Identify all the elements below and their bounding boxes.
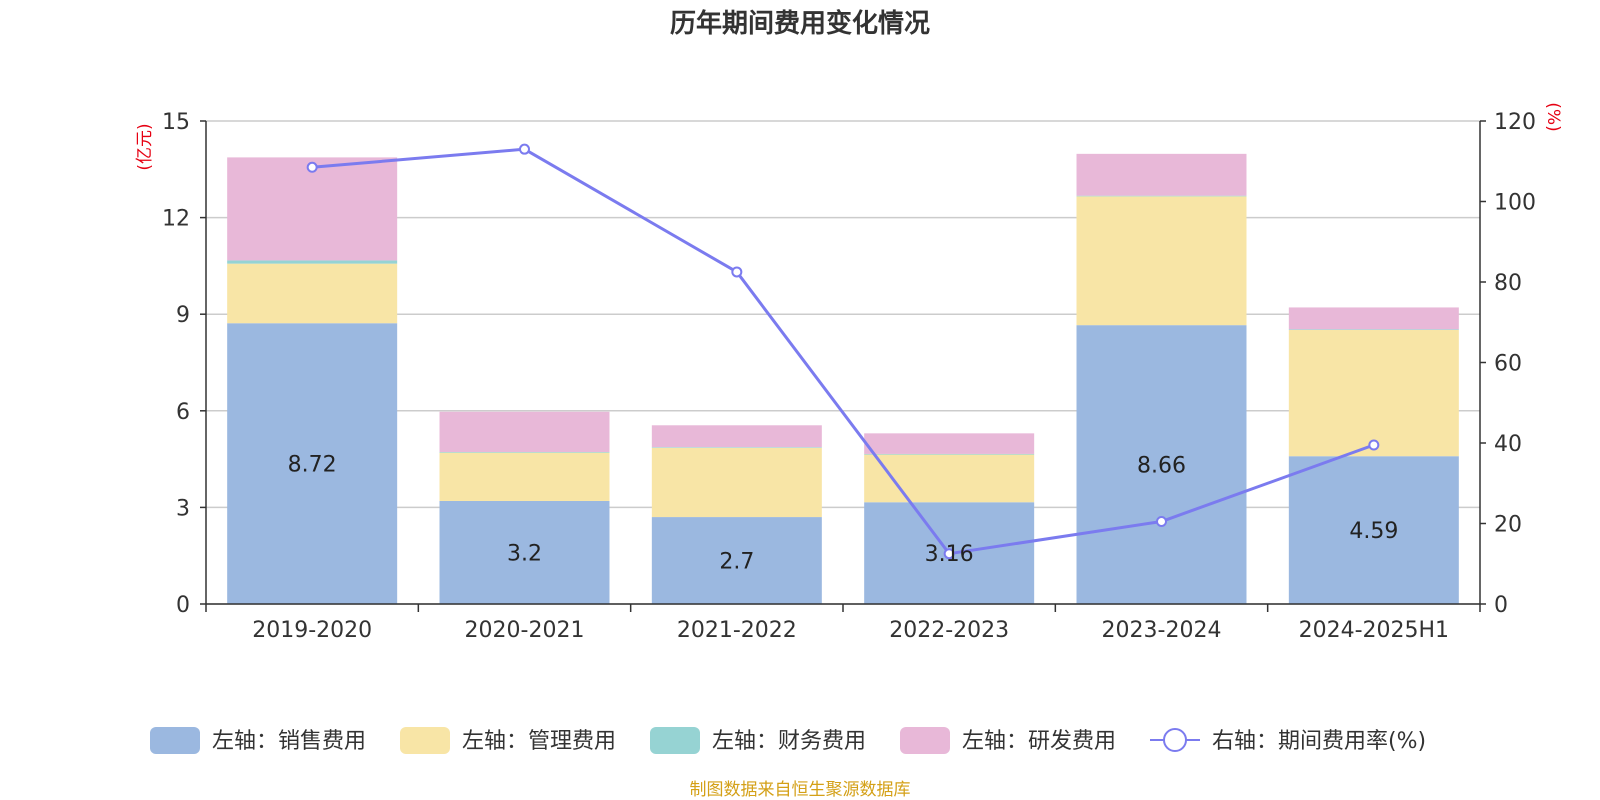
legend-label: 左轴：财务费用 [712, 729, 866, 754]
bar-segment [1076, 196, 1247, 326]
bar-segment [1288, 329, 1459, 457]
bar-segment [1288, 456, 1459, 604]
rate-line-point [731, 266, 743, 278]
rate-line-point [943, 548, 955, 560]
bar-segment [1288, 307, 1459, 330]
bar-segment [227, 260, 398, 264]
left-axis-tick-label: 9 [176, 303, 190, 328]
rate-line-point [306, 161, 318, 173]
source-note: 制图数据来自恒生聚源数据库 [690, 780, 911, 800]
bar-segment [651, 447, 822, 518]
bar-segment [439, 500, 610, 604]
bar-data-label: 4.59 [1349, 519, 1398, 544]
x-axis-tick-label: 2024-2025H1 [1299, 618, 1449, 643]
left-axis-tick-label: 12 [162, 207, 190, 232]
x-axis-tick-label: 2021-2022 [677, 618, 797, 643]
x-axis-tick-label: 2020-2021 [465, 618, 585, 643]
rate-line-point [1156, 515, 1167, 527]
x-axis-tick-label: 2022-2023 [889, 618, 1009, 643]
right-axis-tick-label: 100 [1494, 191, 1536, 216]
axes: 0 3 6 9 12 15 0 20 40 60 80 100 120 2019-2020 2020-202… [162, 110, 1536, 643]
rate-line-point [1368, 439, 1380, 451]
legend-label: 左轴：管理费用 [462, 729, 616, 754]
bar-labels: 8.72 3.2 2.7 3.16 8.66 4.59 [288, 453, 1399, 575]
legend-swatch [150, 727, 200, 754]
bar-segment [227, 157, 398, 261]
left-axis-tick-label: 15 [162, 110, 190, 135]
legend-label: 左轴：销售费用 [212, 729, 366, 754]
rate-line-point [519, 143, 530, 155]
bar-segment [1076, 325, 1247, 604]
legend-label: 左轴：研发费用 [962, 729, 1116, 754]
bar-segment [1076, 153, 1247, 196]
x-axis-tick-label: 2023-2024 [1102, 618, 1222, 643]
bar-segment [651, 447, 822, 448]
legend-marker-swatch [1163, 728, 1187, 752]
legend-swatch [900, 727, 950, 754]
bar-segment [864, 433, 1035, 454]
bar-segment [227, 323, 398, 604]
bar-data-label: 2.7 [719, 550, 754, 575]
rate-line-path [312, 147, 1375, 556]
right-axis-tick-label: 60 [1494, 352, 1522, 377]
bar-data-label: 3.2 [507, 541, 542, 566]
bar-segment [439, 452, 610, 453]
left-axis-tick-label: 0 [176, 593, 190, 618]
legend-label: 右轴：期间费用率(%) [1212, 729, 1426, 754]
bar-segment [1076, 195, 1247, 197]
bar-data-label: 8.66 [1137, 454, 1186, 479]
bar-segment [1288, 329, 1459, 330]
legend-swatch [400, 727, 450, 754]
bar-data-label: 3.16 [925, 542, 974, 567]
rate-line [306, 143, 1380, 560]
legend: 左轴：销售费用 左轴：管理费用 左轴：财务费用 左轴：研发费用 右轴：期间费用率(%) [150, 727, 1426, 754]
legend-swatch [650, 727, 700, 754]
right-axis-tick-label: 80 [1494, 271, 1522, 296]
bars [227, 153, 1459, 604]
x-axis-tick-label: 2019-2020 [252, 618, 372, 643]
bar-data-label: 8.72 [288, 453, 337, 478]
left-axis-tick-label: 3 [176, 496, 190, 521]
right-axis-tick-label: 0 [1494, 593, 1508, 618]
right-axis-tick-label: 120 [1494, 110, 1536, 135]
bar-segment [651, 517, 822, 604]
left-axis-tick-label: 6 [176, 400, 190, 425]
bar-segment [864, 454, 1035, 503]
right-axis-unit: (%) [1543, 102, 1563, 131]
right-axis-tick-label: 20 [1494, 513, 1522, 538]
bar-segment [439, 411, 610, 453]
bar-segment [227, 263, 398, 324]
chart-title: 历年期间费用变化情况 [670, 8, 930, 39]
left-axis-unit: (亿元) [135, 123, 155, 170]
bar-segment [439, 452, 610, 501]
right-axis-tick-label: 40 [1494, 432, 1522, 457]
bar-segment [864, 453, 1035, 455]
bar-segment [651, 425, 822, 448]
